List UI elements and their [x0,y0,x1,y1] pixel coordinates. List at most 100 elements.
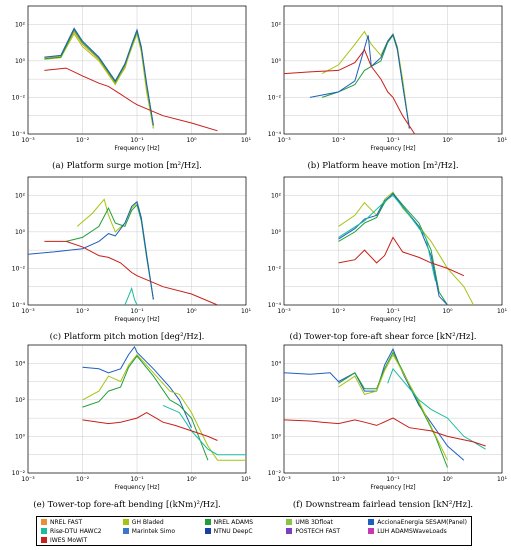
y-tick-label: 10² [271,21,282,28]
series-line [28,200,154,300]
legend-label: AccionaEnergia SESAM(Panel) [377,518,467,526]
x-tick-label: 10⁻² [332,137,346,144]
legend-label: LUH ADAMSWaveLoads [377,527,447,535]
series-line [284,48,416,134]
x-tick-label: 10⁻³ [277,476,291,483]
legend-swatch [122,528,129,534]
x-axis-label: Frequency [Hz] [114,484,159,491]
x-tick-label: 10⁻¹ [130,308,144,315]
panel-a: 10⁻³ 10⁻² 10⁻¹ 10⁰ 10¹ 10⁻⁴ 10⁻² 10⁰ 10² Frequenc… [2,2,252,177]
chart-caption: (d) Tower-top fore-aft shear force [kN²/… [289,332,477,342]
series-line [76,198,154,300]
legend-item: Marintek Simo [122,527,205,535]
legend-item: NTNU DeepC [204,527,287,535]
legend-swatch [204,528,211,534]
legend-label: NREL FAST [50,518,83,526]
plot-frame [283,176,503,306]
series-line [82,412,218,441]
series-line [338,353,448,461]
x-tick-label: 10⁻¹ [386,137,400,144]
chart-svg: 10⁻³ 10⁻² 10⁻¹ 10⁰ 10¹ 10⁻⁴ 10⁻² 10⁰ 10² Frequenc… [268,176,508,323]
series-line [338,194,436,282]
x-tick-label: 10⁻³ [21,476,35,483]
x-tick-label: 10⁻² [76,476,90,483]
x-axis-label: Frequency [Hz] [114,145,159,152]
y-tick-label: 10⁻² [268,265,282,272]
series-line [44,67,218,132]
legend-swatch [286,528,293,534]
legend-item: IWES MoWiT [41,537,123,544]
x-tick-label: 10⁻³ [277,308,291,315]
chart-caption: (c) Platform pitch motion [deg²/Hz]. [49,332,205,342]
series-line [338,351,448,468]
series-line [162,404,246,456]
y-tick-label: 10⁻² [12,470,26,477]
chart-svg: 10⁻³ 10⁻² 10⁻¹ 10⁰ 10¹ 10⁻⁴ 10⁻² 10⁰ 10² Frequenc… [12,176,252,323]
y-tick-label: 10² [271,397,282,404]
legend-label: Risø-DTU HAWC2 [50,527,102,535]
y-tick-label: 10⁻² [12,265,26,272]
chart-legend: NREL FAST GH Bladed NREL ADAMS UMB 3Dfloat A… [36,516,472,546]
panel-f: 10⁻³ 10⁻² 10⁻¹ 10⁰ 10¹ 10⁻² 10⁰ 10² 10⁴ Frequency… [258,341,508,516]
series-line [82,345,192,428]
y-tick-label: 10² [271,192,282,199]
series-line [44,27,154,126]
x-tick-label: 10⁻³ [21,137,35,144]
chart-svg: 10⁻³ 10⁻² 10⁻¹ 10⁰ 10¹ 10⁻⁴ 10⁻² 10⁰ 10² Frequenc… [268,5,508,152]
panel-b: 10⁻³ 10⁻² 10⁻¹ 10⁰ 10¹ 10⁻⁴ 10⁻² 10⁰ 10² Frequenc… [258,2,508,177]
x-tick-label: 10⁰ [186,476,197,483]
x-tick-label: 10⁰ [442,137,453,144]
x-axis-label: Frequency [Hz] [370,145,415,152]
y-tick-label: 10⁰ [15,433,26,440]
legend-label: IWES MoWiT [50,536,88,544]
legend-label: Marintek Simo [131,527,176,535]
x-tick-label: 10⁻² [332,476,346,483]
y-tick-label: 10⁰ [271,433,282,440]
y-tick-label: 10⁻⁴ [12,131,26,138]
x-tick-label: 10⁻² [76,308,90,315]
chart-caption: (b) Platform heave motion [m²/Hz]. [307,161,459,171]
legend-label: NREL ADAMS [213,518,254,526]
y-tick-label: 10⁴ [271,360,282,367]
y-tick-label: 10⁰ [15,58,26,65]
legend-swatch [368,528,375,534]
x-tick-label: 10⁰ [186,137,197,144]
y-tick-label: 10⁰ [271,58,282,65]
legend-item: POSTECH FAST [286,528,368,535]
y-tick-label: 10⁻² [268,470,282,477]
y-tick-label: 10⁻² [12,94,26,101]
x-tick-label: 10⁰ [186,308,197,315]
plot-frame [283,344,503,474]
series-line [284,347,465,461]
panel-d: 10⁻³ 10⁻² 10⁻¹ 10⁰ 10¹ 10⁻⁴ 10⁻² 10⁰ 10² Frequenc… [258,173,508,348]
legend-item: NREL FAST [41,519,123,526]
series-line [44,32,154,129]
x-tick-label: 10⁰ [442,308,453,315]
legend-item: GH Bladed [122,518,205,526]
legend-swatch [368,519,375,525]
plot-frame [27,344,247,474]
plot-frame [283,5,503,135]
legend-swatch [41,528,47,534]
x-tick-label: 10⁻¹ [130,476,144,483]
panel-c: 10⁻³ 10⁻² 10⁻¹ 10⁰ 10¹ 10⁻⁴ 10⁻² 10⁰ 10² Frequenc… [2,173,252,348]
y-tick-label: 10² [15,21,26,28]
x-tick-label: 10¹ [241,476,252,483]
chart-svg: 10⁻³ 10⁻² 10⁻¹ 10⁰ 10¹10⁻²10⁰10²10⁴Frequency… [268,344,508,491]
series-line [284,417,486,447]
legend-item: Risø-DTU HAWC2 [41,528,123,535]
y-tick-label: 10⁻⁴ [268,131,282,138]
x-tick-label: 10¹ [497,308,508,315]
y-tick-label: 10⁰ [271,229,282,236]
series-line [321,34,410,129]
chart-caption: (e) Tower-top fore-aft bending [(kNm)²/H… [33,500,221,510]
x-tick-label: 10¹ [497,137,508,144]
x-tick-label: 10⁰ [442,476,453,483]
legend-swatch [41,519,47,525]
legend-item: NREL ADAMS [204,518,287,526]
legend-swatch [41,537,47,543]
legend-label: GH Bladed [131,518,164,526]
legend-label: NTNU DeepC [213,527,253,535]
y-tick-label: 10⁻² [268,94,282,101]
x-axis-label: Frequency [Hz] [370,484,415,491]
